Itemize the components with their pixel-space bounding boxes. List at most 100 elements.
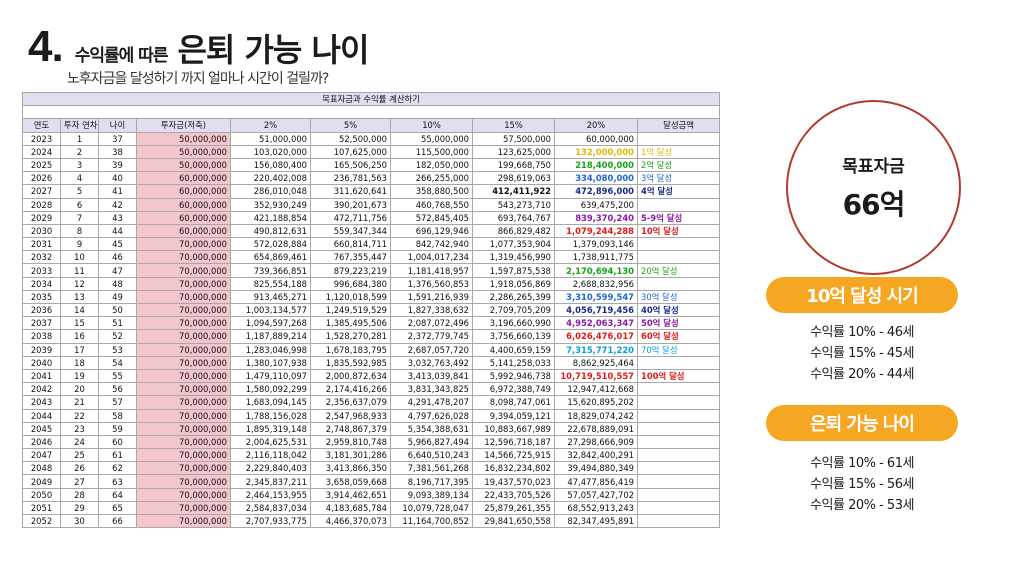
table-cell: 10,079,728,047 [390, 500, 473, 516]
table-cell: 70,000,000 [136, 382, 231, 397]
column-header: 5% [310, 118, 391, 133]
table-cell: 29 [60, 500, 99, 516]
table-cell: 8,862,925,464 [554, 355, 638, 370]
table-cell: 1,597,875,538 [472, 263, 555, 278]
table-cell: 1,788,156,028 [230, 408, 311, 423]
table-cell: 70,000,000 [136, 395, 231, 410]
table-cell: 2049 [22, 474, 61, 489]
table-cell: 50 [98, 302, 137, 318]
table-cell: 2,345,837,211 [230, 474, 311, 489]
table-cell: 54 [98, 355, 137, 370]
table-cell: 2,372,779,745 [390, 329, 473, 344]
table-cell: 115,500,000 [390, 144, 473, 159]
table-cell: 839,370,240 [554, 210, 638, 225]
table-cell: 1,895,319,148 [230, 421, 311, 436]
table-cell: 199,668,750 [472, 157, 555, 173]
milestone-pill: 10억 달성 시기 [766, 277, 958, 313]
table-cell: 12,947,412,668 [554, 382, 638, 397]
table-cell: 39,494,880,349 [554, 461, 638, 476]
table-cell: 40 [98, 171, 137, 186]
table-row: 2029 7 43 60,000,000 421,188,854 472,711,756 5… [22, 210, 721, 225]
table-row: 2037 15 51 70,000,000 1,094,597,268 1,385,495… [22, 316, 721, 331]
table-cell: 4,183,685,784 [310, 500, 391, 516]
table-cell: 13 [60, 289, 99, 305]
table-cell: 2047 [22, 448, 61, 463]
table-cell: 22 [60, 408, 99, 423]
table-cell: 26 [60, 461, 99, 476]
table-cell: 62 [98, 461, 137, 476]
table-cell: 472,896,000 [554, 184, 638, 199]
table-cell: 15,620,895,202 [554, 395, 638, 410]
table-cell: 50,000,000 [136, 144, 231, 159]
table-cell: 1,077,353,904 [472, 237, 555, 252]
table-cell: 1,004,017,234 [390, 250, 473, 265]
table-cell: 14 [60, 302, 99, 318]
table-cell: 47,477,856,419 [554, 474, 638, 489]
table-cell: 2041 [22, 368, 61, 384]
table-cell: 5,966,827,494 [390, 434, 473, 450]
table-cell: 11,164,700,852 [390, 513, 473, 529]
table-cell: 70,000,000 [136, 487, 231, 502]
table-cell: 2,748,867,379 [310, 421, 391, 436]
table-cell: 21 [60, 395, 99, 410]
table-cell: 70,000,000 [136, 329, 231, 344]
table-cell: 123,625,000 [472, 144, 555, 159]
table-cell: 156,080,400 [230, 157, 311, 173]
table-cell: 1,918,056,869 [472, 276, 555, 291]
table-cell: 8 [60, 223, 99, 239]
table-cell: 57,057,427,702 [554, 487, 638, 502]
table-cell: 4억 달성 [636, 184, 721, 199]
table-cell: 1,379,093,146 [554, 237, 638, 252]
table-cell: 1,319,456,990 [472, 250, 555, 265]
table-cell: 286,010,048 [230, 184, 311, 199]
table-cell: 6,640,510,243 [390, 448, 473, 463]
table-cell: 10억 달성 [636, 223, 721, 239]
table-cell: 1,678,183,795 [310, 342, 391, 357]
table-cell: 46 [98, 250, 137, 265]
table-cell: 68,552,913,243 [554, 500, 638, 516]
table-cell: 42 [98, 197, 137, 212]
table-cell: 32,842,400,291 [554, 448, 638, 463]
table-cell: 70억 달성 [636, 342, 721, 357]
table-cell: 412,411,922 [472, 184, 555, 199]
table-cell [636, 276, 721, 291]
table-cell: 14,566,725,915 [472, 448, 555, 463]
table-cell: 2046 [22, 434, 61, 450]
milestone-list: 수익률 10% - 46세 수익률 15% - 45세 수익률 20% - 44… [770, 322, 954, 385]
table-cell: 22,678,889,091 [554, 421, 638, 436]
table-cell: 70,000,000 [136, 302, 231, 318]
table-cell: 70,000,000 [136, 474, 231, 489]
table-cell: 51,000,000 [230, 131, 311, 146]
table-cell: 2억 달성 [636, 157, 721, 173]
table-cell: 64 [98, 487, 137, 502]
table-cell: 2033 [22, 263, 61, 278]
table-cell: 10,719,510,557 [554, 368, 638, 384]
calc-spreadsheet: 목표자금과 수익률 계산하기 연도 투자 연차 나이 투자금(저축) 2% 5% 10% 15… [21, 91, 721, 558]
table-cell: 1,385,495,506 [310, 316, 391, 331]
table-cell: 2027 [22, 184, 61, 199]
table-cell: 20억 달성 [636, 263, 721, 278]
table-cell: 2,116,118,042 [230, 448, 311, 463]
retire-list: 수익률 10% - 61세 수익률 15% - 56세 수익률 20% - 53… [770, 453, 954, 516]
table-cell: 1,187,889,214 [230, 329, 311, 344]
table-cell: 4,952,063,347 [554, 316, 638, 331]
table-cell: 490,812,631 [230, 223, 311, 239]
table-cell: 70,000,000 [136, 500, 231, 516]
table-cell: 2048 [22, 461, 61, 476]
table-cell: 16 [60, 329, 99, 344]
retire-line: 수익률 15% - 56세 [810, 477, 914, 492]
milestone-line: 수익률 20% - 44세 [810, 367, 914, 382]
table-cell: 100억 달성 [636, 368, 721, 384]
table-cell: 3,413,866,350 [310, 461, 391, 476]
table-cell: 1,120,018,599 [310, 289, 391, 305]
table-cell: 2028 [22, 197, 61, 212]
table-cell: 879,223,219 [310, 263, 391, 278]
table-row: 2046 24 60 70,000,000 2,004,625,531 2,959,810… [22, 434, 721, 450]
table-cell: 60,000,000 [136, 184, 231, 199]
title-main: 은퇴 가능 나이 [177, 31, 369, 69]
table-cell: 5-9억 달성 [636, 210, 721, 225]
table-cell: 6,026,476,017 [554, 329, 638, 344]
table-cell: 132,000,000 [554, 144, 638, 159]
table-cell: 2,286,265,399 [472, 289, 555, 305]
table-cell: 7 [60, 210, 99, 225]
